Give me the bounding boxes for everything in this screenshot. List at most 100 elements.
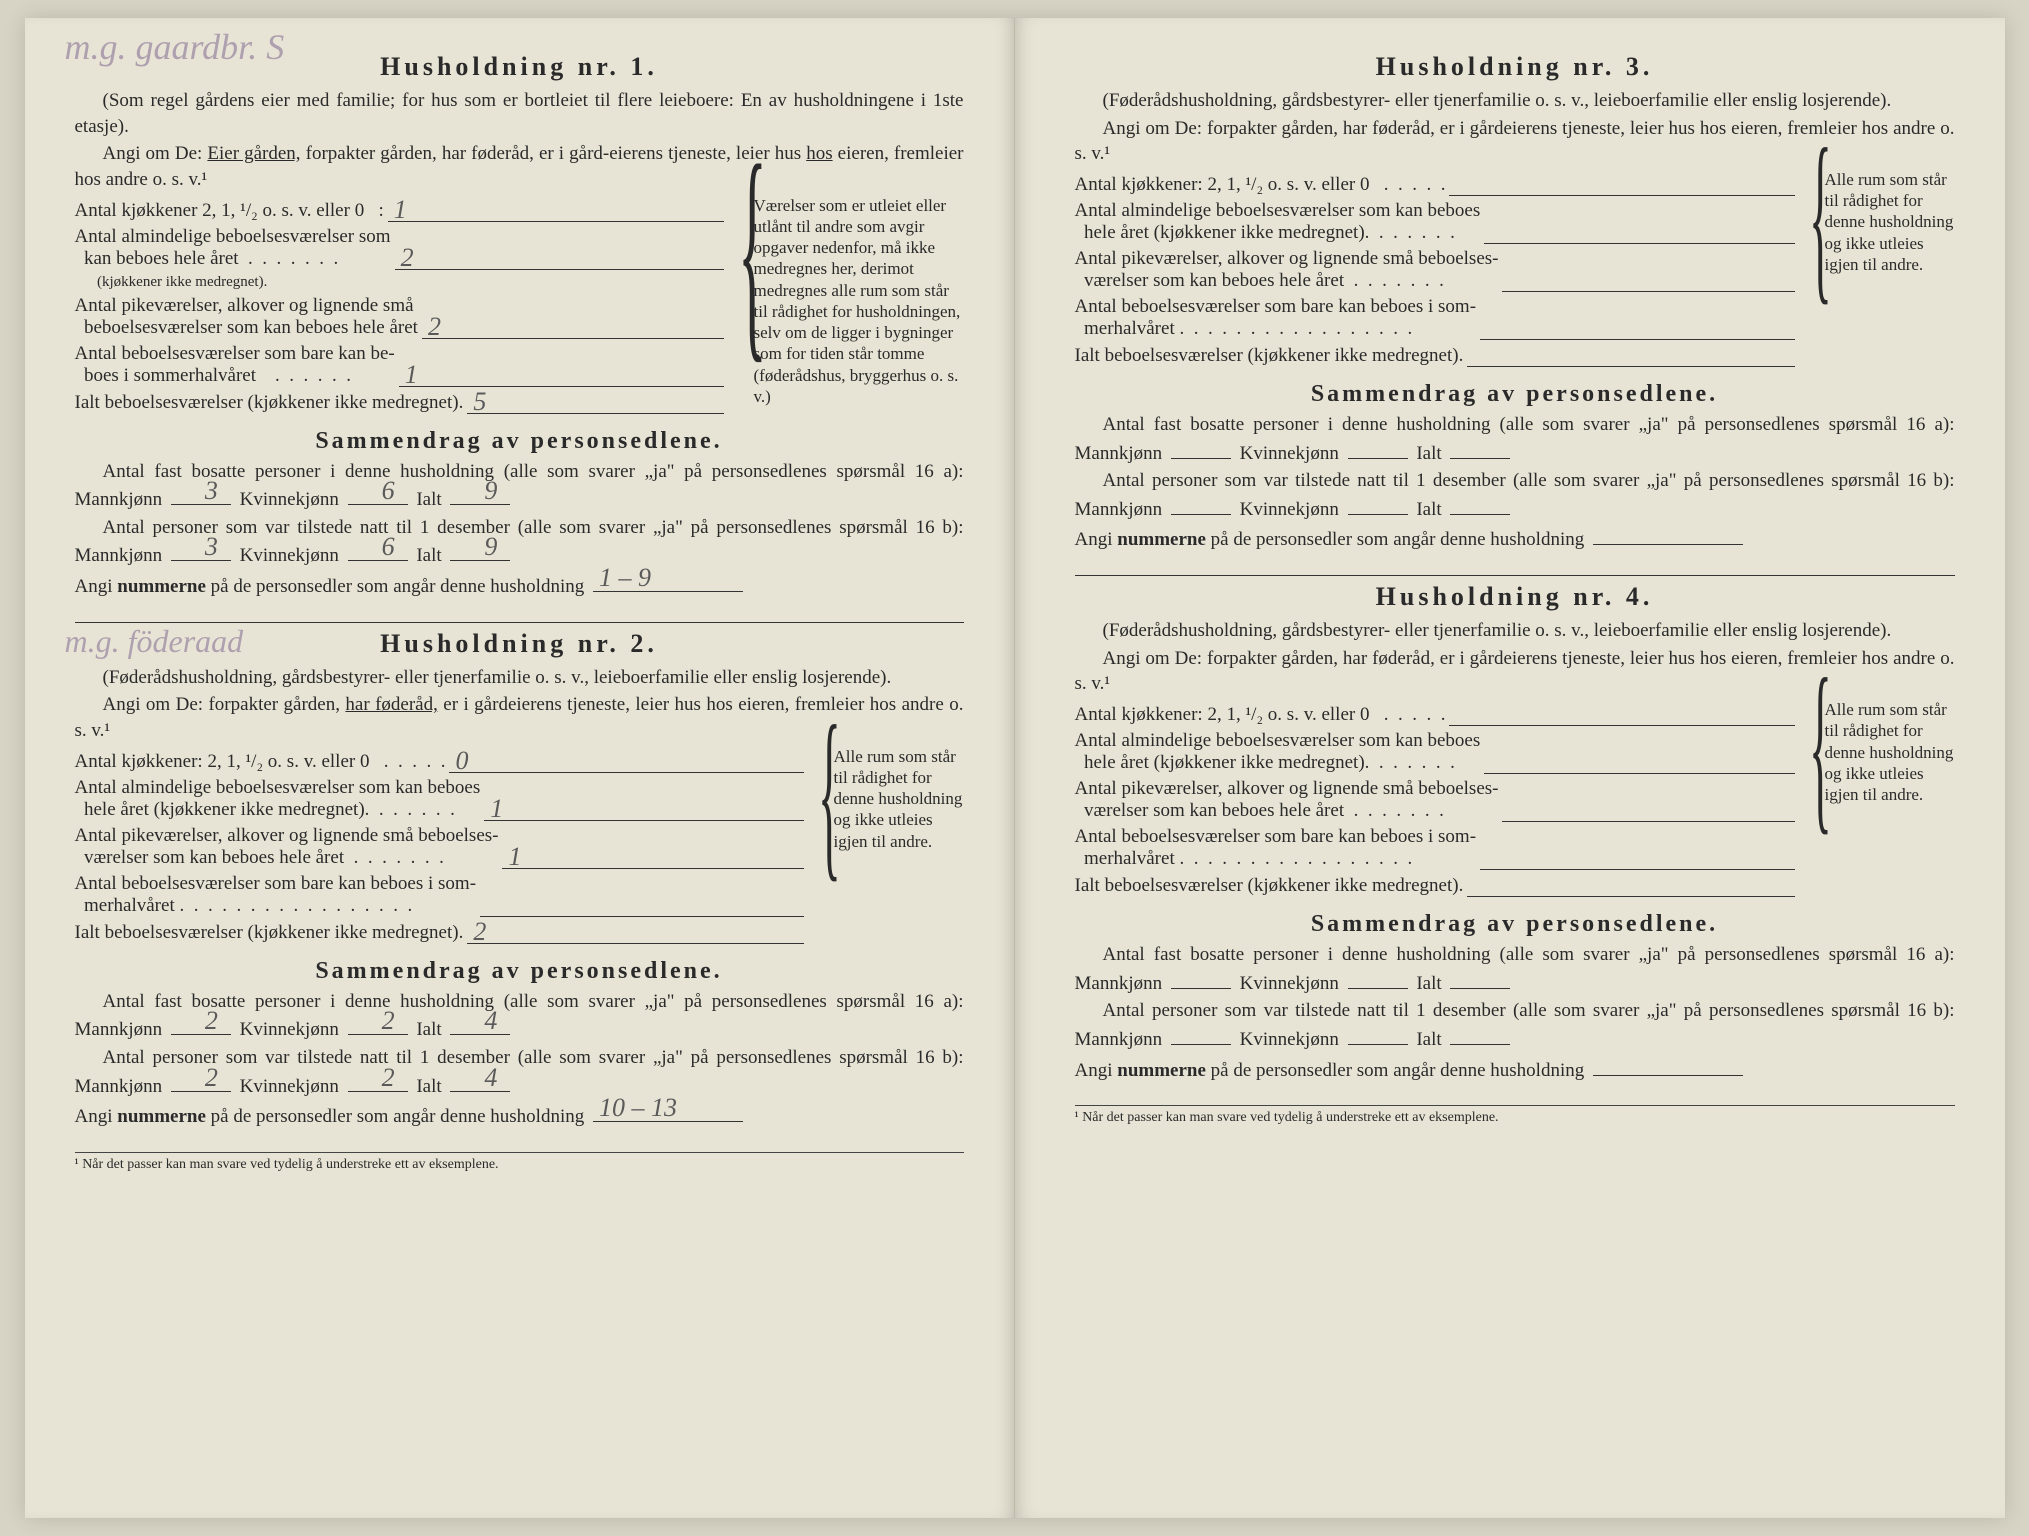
hh1-a-alcove: 2 — [428, 312, 441, 342]
hh2-sum-b: Antal personer som var tilstede natt til… — [75, 1045, 964, 1099]
hh1-a-total: 5 — [473, 387, 486, 417]
hh4-sum-b: Antal personer som var tilstede natt til… — [1075, 998, 1955, 1052]
hh2-a-kitchen: 0 — [455, 746, 468, 776]
hh2-sum-b-k: 2 — [354, 1060, 395, 1095]
brace-icon: { — [738, 195, 767, 418]
hh3-summary-title: Sammendrag av personsedlene. — [1075, 381, 1955, 408]
label-nummerne: nummerne — [117, 576, 206, 597]
page-left: m.g. gaardbr. S Husholdning nr. 1. (Som … — [25, 18, 1015, 1518]
hh1-a-kitchen: 1 — [394, 195, 407, 225]
hh3-q-rooms: Antal almindelige beboelsesværelser som … — [1075, 200, 1481, 244]
hh1-sum-b-k: 6 — [354, 529, 395, 564]
hh4-sum-num: Angi nummerne på de personsedler som ang… — [1075, 1055, 1955, 1084]
label-kvinne3: Kvinnekjønn — [240, 1019, 339, 1040]
footnote-left: ¹ Når det passer kan man svare ved tydel… — [75, 1152, 964, 1173]
hh2-summary-title: Sammendrag av personsedlene. — [75, 958, 964, 985]
hh1-sidenote: { Værelser som er utleiet eller utlånt t… — [740, 195, 964, 418]
hh3-title: Husholdning nr. 3. — [1075, 52, 1955, 82]
label-kvinne8: Kvinnekjønn — [1240, 1029, 1339, 1050]
hh3-questions: Antal kjøkkener: 2, 1, ¹/₂ o. s. v. elle… — [1075, 169, 1799, 371]
hh1-sum-a-t: 9 — [456, 473, 497, 508]
hh1-sum-num-v: 1 – 9 — [599, 560, 651, 595]
hh4-q-kitchen: Antal kjøkkener: 2, 1, ¹/₂ o. s. v. elle… — [1075, 704, 1446, 726]
label-kvinne7: Kvinnekjønn — [1240, 973, 1339, 994]
hh1-side-text: Værelser som er utleiet eller utlånt til… — [754, 196, 961, 406]
hh1-sum-b-m: 3 — [177, 529, 218, 564]
hh1-q-kitchen: Antal kjøkkener 2, 1, ¹/₂ o. s. v. eller… — [75, 200, 384, 222]
hh1-sum-a: Antal fast bosatte personer i denne hush… — [75, 459, 964, 513]
label-ialt8: Ialt — [1416, 1029, 1441, 1050]
hh1-summary-title: Sammendrag av personsedlene. — [75, 428, 964, 455]
hh2-prompt-u: har føderåd, — [345, 694, 437, 715]
page-right: Husholdning nr. 3. (Føderådshusholdning,… — [1015, 18, 2005, 1518]
pencil-annotation-2: m.g. föderaad — [65, 623, 244, 660]
hh2-questions: Antal kjøkkener: 2, 1, ¹/₂ o. s. v. elle… — [75, 746, 808, 948]
hh3-q-summer: Antal beboelsesværelser som bare kan beb… — [1075, 296, 1477, 340]
hh2-q-kitchen: Antal kjøkkener: 2, 1, ¹/₂ o. s. v. elle… — [75, 751, 446, 773]
hh2-q-alcove: Antal pikeværelser, alkover og lignende … — [75, 825, 499, 869]
hh1-prompt-underline1: Eier gården, — [207, 143, 300, 164]
hh2-q-summer: Antal beboelsesværelser som bare kan beb… — [75, 873, 477, 917]
hh3-q-kitchen: Antal kjøkkener: 2, 1, ¹/₂ o. s. v. elle… — [1075, 174, 1446, 196]
hh3-sum-b: Antal personer som var tilstede natt til… — [1075, 468, 1955, 522]
label-kvinne6: Kvinnekjønn — [1240, 499, 1339, 520]
hh1-q-alcove: Antal pikeværelser, alkover og lignende … — [75, 295, 418, 339]
label-kvinne2: Kvinnekjønn — [240, 545, 339, 566]
hh4-q-total: Ialt beboelsesværelser (kjøkkener ikke m… — [1075, 875, 1464, 897]
hh1-prompt-underline2: hos — [806, 143, 832, 164]
label-kvinne5: Kvinnekjønn — [1240, 443, 1339, 464]
hh2-sum-num: Angi nummerne på de personsedler som ang… — [75, 1101, 964, 1130]
label-ialt6: Ialt — [1416, 499, 1441, 520]
label-ialt: Ialt — [416, 489, 441, 510]
hh2-a-total: 2 — [473, 917, 486, 947]
hh3-sidenote: { Alle rum som står til rådighet for den… — [1811, 169, 1955, 371]
hh3-sum-a: Antal fast bosatte personer i denne hush… — [1075, 412, 1955, 466]
label-ialt2: Ialt — [416, 545, 441, 566]
label-ialt3: Ialt — [416, 1019, 441, 1040]
hh3-q-alcove: Antal pikeværelser, alkover og lignende … — [1075, 248, 1499, 292]
hh4-side-text: Alle rum som står til rådighet for denne… — [1825, 700, 1954, 804]
household-3: Husholdning nr. 3. (Føderådshusholdning,… — [1075, 52, 1955, 553]
hh4-desc: (Føderådshusholdning, gårdsbestyrer- ell… — [1075, 618, 1955, 644]
household-1: Husholdning nr. 1. (Som regel gårdens ei… — [75, 52, 964, 600]
hh1-questions: Antal kjøkkener 2, 1, ¹/₂ o. s. v. eller… — [75, 195, 728, 418]
household-2: Husholdning nr. 2. (Føderådshusholdning,… — [75, 629, 964, 1130]
hh4-sidenote: { Alle rum som står til rådighet for den… — [1811, 699, 1955, 901]
hh3-q-total: Ialt beboelsesværelser (kjøkkener ikke m… — [1075, 345, 1464, 367]
document-spread: m.g. gaardbr. S Husholdning nr. 1. (Som … — [25, 18, 2005, 1518]
hh2-sidenote: { Alle rum som står til rådighet for den… — [820, 746, 964, 948]
label-ialt4: Ialt — [416, 1076, 441, 1097]
hh2-a-rooms: 1 — [490, 794, 503, 824]
footnote-right: ¹ Når det passer kan man svare ved tydel… — [1075, 1105, 1955, 1126]
hh1-sum-b-t: 9 — [456, 529, 497, 564]
label-nummerne2: nummerne — [117, 1106, 206, 1127]
hh1-desc: (Som regel gårdens eier med familie; for… — [75, 88, 964, 139]
hh1-a-summer: 1 — [405, 360, 418, 390]
hh2-desc: (Føderådshusholdning, gårdsbestyrer- ell… — [75, 665, 964, 691]
divider — [1075, 575, 1955, 576]
label-kvinne: Kvinnekjønn — [240, 489, 339, 510]
hh3-sum-num: Angi nummerne på de personsedler som ang… — [1075, 524, 1955, 553]
hh4-q-summer: Antal beboelsesværelser som bare kan beb… — [1075, 826, 1477, 870]
hh4-q-rooms: Antal almindelige beboelsesværelser som … — [1075, 730, 1481, 774]
hh4-sum-a: Antal fast bosatte personer i denne hush… — [1075, 942, 1955, 996]
hh2-q-total: Ialt beboelsesværelser (kjøkkener ikke m… — [75, 922, 464, 944]
hh3-side-text: Alle rum som står til rådighet for denne… — [1825, 170, 1954, 274]
hh2-sum-a: Antal fast bosatte personer i denne hush… — [75, 989, 964, 1043]
hh1-sum-num: Angi nummerne på de personsedler som ang… — [75, 571, 964, 600]
hh1-q-rooms: Antal almindelige beboelsesværelser som … — [75, 226, 391, 270]
hh2-prompt-pre: Angi om De: forpakter gården, — [103, 694, 346, 715]
hh2-sum-b-t: 4 — [456, 1060, 497, 1095]
hh2-sum-b-m: 2 — [177, 1060, 218, 1095]
hh2-q-rooms: Antal almindelige beboelsesværelser som … — [75, 777, 481, 821]
brace-icon: { — [1809, 169, 1832, 371]
hh2-sum-a-m: 2 — [177, 1003, 218, 1038]
hh3-desc: (Føderådshusholdning, gårdsbestyrer- ell… — [1075, 88, 1955, 114]
hh1-a-rooms: 2 — [401, 243, 414, 273]
hh1-sum-a-k: 6 — [354, 473, 395, 508]
hh4-questions: Antal kjøkkener: 2, 1, ¹/₂ o. s. v. elle… — [1075, 699, 1799, 901]
label-kvinne4: Kvinnekjønn — [240, 1076, 339, 1097]
brace-icon: { — [818, 746, 841, 948]
hh1-q-rooms-sub: (kjøkkener ikke medregnet). — [75, 274, 728, 291]
hh4-summary-title: Sammendrag av personsedlene. — [1075, 911, 1955, 938]
